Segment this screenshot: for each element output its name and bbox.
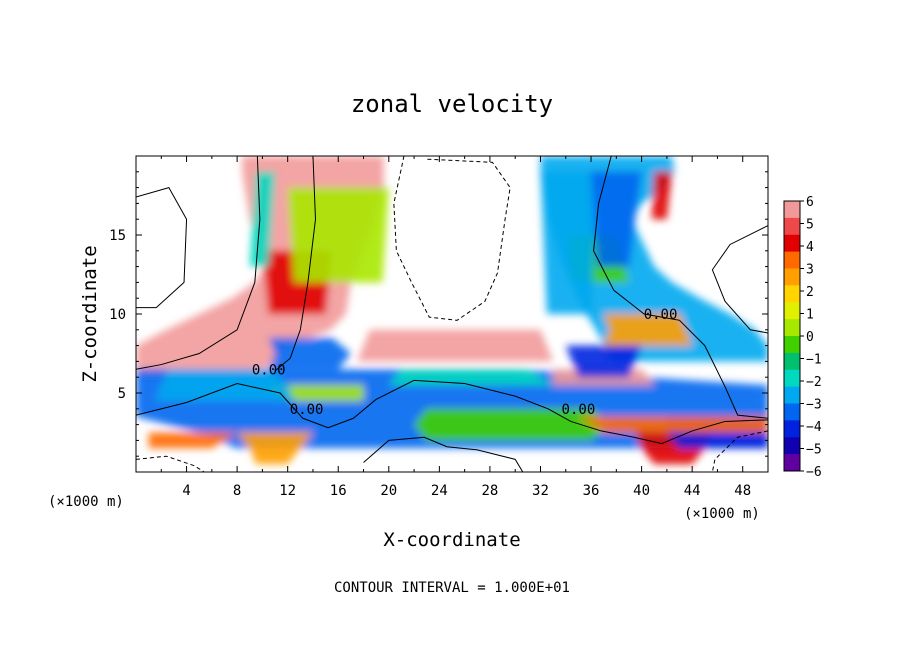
- velocity-band: [388, 369, 554, 386]
- colorbar-swatch: [784, 319, 800, 337]
- colorbar-swatch: [784, 201, 800, 219]
- velocity-band: [237, 432, 313, 465]
- velocity-band: [651, 171, 672, 220]
- zero-contour-line: [274, 156, 316, 372]
- zero-contour-line: [136, 156, 261, 370]
- colorbar-swatch: [784, 336, 800, 354]
- negative-contour-line: [711, 430, 768, 472]
- velocity-field: [136, 156, 768, 465]
- colorbar-label: 3: [806, 263, 814, 278]
- colorbar-swatch: [784, 302, 800, 320]
- velocity-band: [565, 345, 642, 378]
- contour-interval-note: CONTOUR INTERVAL = 1.000E+01: [334, 580, 570, 596]
- colorbar-swatch: [784, 217, 800, 236]
- plot-area: 0.00 0.00 0.00 0.00: [136, 156, 768, 472]
- zero-contour-line: [363, 436, 524, 472]
- colorbar-swatch: [784, 352, 800, 371]
- zero-contour-line: [711, 225, 768, 334]
- colorbar-label: −5: [806, 443, 822, 458]
- colorbar-label: −2: [806, 375, 822, 390]
- contour-value-label: 0.00: [644, 307, 678, 323]
- y-tick-label: 5: [118, 386, 126, 402]
- colorbar-swatch: [784, 251, 800, 269]
- contour-value-label: 0.00: [290, 402, 324, 418]
- colorbar-label: 6: [806, 195, 814, 210]
- x-unit-label-right: (×1000 m): [684, 506, 760, 522]
- colorbar-swatch: [784, 369, 800, 388]
- velocity-band: [268, 337, 351, 370]
- colorbar-label: −4: [806, 420, 822, 435]
- x-axis-ticks: 4 8 12 16 20 24 28 32 36 40 44 48: [160, 156, 751, 499]
- x-tick-label: 28: [481, 483, 498, 499]
- x-tick-label: 48: [734, 483, 751, 499]
- colorbar-label: 4: [806, 240, 814, 255]
- x-tick-label: 44: [684, 483, 701, 499]
- x-tick-label: 40: [633, 483, 650, 499]
- zero-contour-line: [593, 156, 768, 419]
- colorbar-swatch: [784, 285, 800, 303]
- negative-contour-line: [136, 455, 205, 472]
- colorbar-swatch: [784, 454, 800, 472]
- zero-contours: [136, 156, 768, 472]
- colorbar-label: 2: [806, 285, 814, 300]
- contour-value-label: 0.00: [252, 362, 286, 378]
- velocity-band: [287, 187, 389, 283]
- x-unit-label: (×1000 m): [48, 494, 124, 510]
- velocity-band: [414, 408, 610, 441]
- velocity-band: [249, 171, 276, 267]
- colorbar-swatch: [784, 437, 800, 455]
- x-tick-label: 16: [330, 483, 347, 499]
- y-axis-label: Z-coordinate: [79, 245, 101, 382]
- colorbar-swatch: [784, 234, 800, 253]
- x-tick-label: 32: [532, 483, 549, 499]
- x-tick-label: 8: [233, 483, 241, 499]
- x-tick-label: 24: [431, 483, 448, 499]
- colorbar-label: 1: [806, 308, 814, 323]
- velocity-band: [154, 369, 294, 401]
- x-tick-label: 12: [279, 483, 296, 499]
- colorbar-swatch: [784, 420, 800, 438]
- colorbar-label: −1: [806, 353, 822, 368]
- colorbar-label: 0: [806, 330, 814, 345]
- y-tick-label: 15: [109, 228, 126, 244]
- y-tick-label: 10: [109, 307, 126, 323]
- colorbar-swatch: [784, 268, 800, 286]
- velocity-band: [578, 416, 768, 433]
- chart-title: zonal velocity: [351, 90, 553, 118]
- velocity-band: [591, 171, 642, 267]
- x-axis-label: X-coordinate: [383, 529, 520, 551]
- colorbar-label: 5: [806, 218, 814, 233]
- contour-value-label: 0.00: [562, 402, 596, 418]
- velocity-band: [148, 432, 238, 449]
- colorbar-swatch: [784, 403, 800, 421]
- colorbar-label: −6: [806, 465, 822, 480]
- colorbar-swatch: [784, 386, 800, 404]
- x-tick-label: 20: [380, 483, 397, 499]
- y-axis-ticks: 5 10 15: [109, 171, 768, 457]
- contour-labels: 0.00 0.00 0.00 0.00: [252, 307, 678, 418]
- x-tick-label: 36: [583, 483, 600, 499]
- velocity-band: [603, 314, 693, 346]
- colorbar-label: −3: [806, 398, 822, 413]
- velocity-band: [357, 329, 554, 362]
- zero-contour-line: [136, 187, 188, 309]
- velocity-band: [540, 171, 598, 314]
- colorbar: 6 5 4 3 2 1 0 −1 −2 −3 −4 −5 −6: [783, 195, 822, 480]
- x-tick-label: 4: [182, 483, 190, 499]
- zero-contour-line: [136, 379, 768, 445]
